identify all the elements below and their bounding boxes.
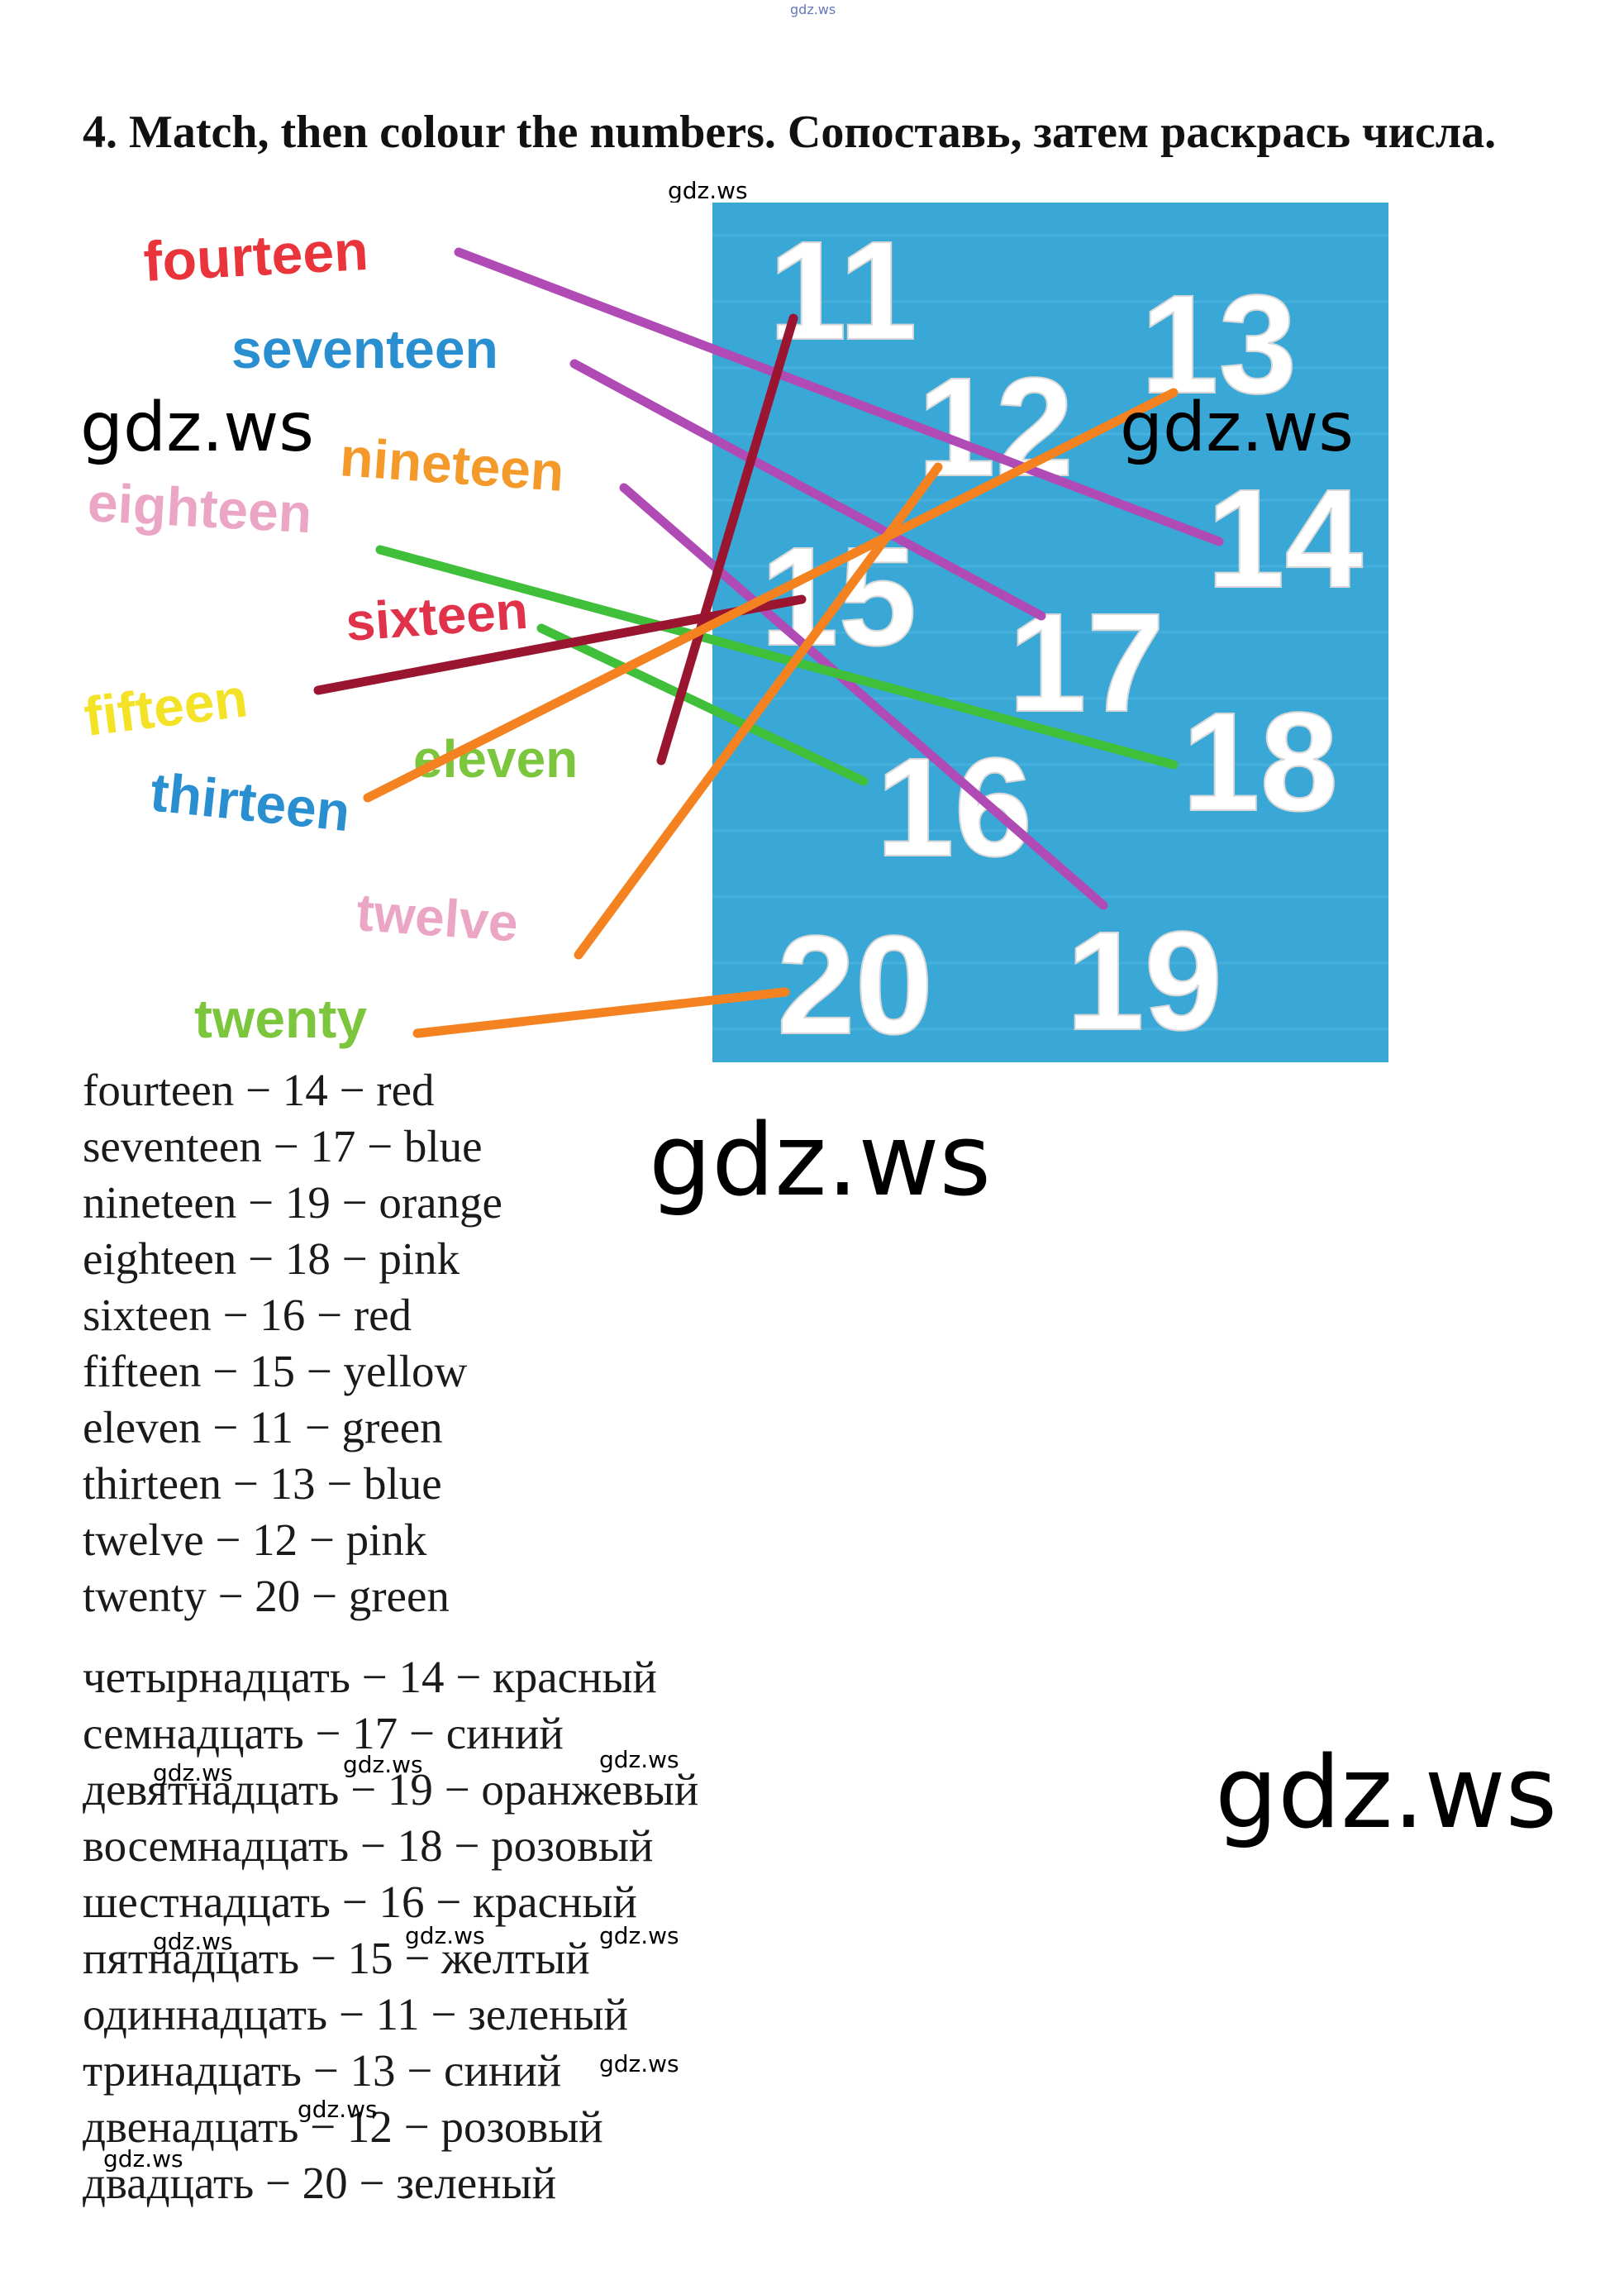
- watermark-small: gdz.ws: [599, 1746, 679, 1773]
- word-eighteen: eighteen: [86, 471, 313, 544]
- answers-english: fourteen − 14 − red seventeen − 17 − blu…: [83, 1062, 502, 1624]
- match-line-eighteen: [375, 545, 1179, 770]
- answer-row-ru: восемнадцать − 18 − розовый: [83, 1820, 654, 1871]
- watermark-right-mid: gdz.ws: [1120, 389, 1354, 467]
- number-20: 20: [777, 907, 933, 1062]
- match-line-seventeen: [569, 359, 1046, 621]
- watermark-small: gdz.ws: [599, 1922, 679, 1949]
- number-11: 11: [769, 212, 917, 370]
- answer-row-en: seventeen − 17 − blue: [83, 1121, 483, 1171]
- number-16: 16: [876, 729, 1032, 886]
- answer-row-en: thirteen − 13 − blue: [83, 1458, 442, 1509]
- match-line-fourteen: [454, 247, 1224, 546]
- answer-row-en: nineteen − 19 − orange: [83, 1177, 502, 1228]
- watermark-under-title: gdz.ws: [668, 177, 748, 204]
- answer-row-ru: девятнадцать − 19 − оранжевый: [83, 1764, 699, 1815]
- watermark-small: gdz.ws: [599, 2050, 679, 2077]
- word-twelve: twelve: [355, 882, 520, 952]
- answer-row-en: eighteen − 18 − pink: [83, 1233, 460, 1284]
- watermark-small: gdz.ws: [103, 2145, 183, 2173]
- answer-row-ru: семнадцать − 17 − синий: [83, 1708, 564, 1758]
- exercise-title: 4. Match, then colour the numbers. Сопос…: [83, 107, 1497, 158]
- match-line-sixteen: [536, 623, 869, 786]
- answer-row-en: fourteen − 14 − red: [83, 1065, 435, 1115]
- word-sixteen: sixteen: [344, 580, 530, 652]
- answer-row-ru: пятнадцать − 15 − желтый: [83, 1933, 590, 1983]
- answer-row-ru: тринадцать − 13 − синий: [83, 2045, 562, 2096]
- word-seventeen: seventeen: [231, 318, 498, 379]
- answer-row-ru: двадцать − 20 − зеленый: [83, 2158, 557, 2208]
- answer-row-ru: шестнадцать − 16 − красный: [83, 1877, 637, 1927]
- answers-russian: четырнадцать − 14 − красный семнадцать −…: [83, 1649, 698, 2211]
- answer-row-en: twelve − 12 − pink: [83, 1514, 427, 1565]
- watermark-small: gdz.ws: [405, 1922, 485, 1949]
- number-19: 19: [1066, 903, 1222, 1060]
- watermark-small: gdz.ws: [153, 1928, 233, 1955]
- answer-row-en: twenty − 20 − green: [83, 1571, 450, 1621]
- answer-row-en: eleven − 11 − green: [83, 1402, 443, 1452]
- answer-row-ru: одиннадцать − 11 − зеленый: [83, 1989, 628, 2039]
- answer-row-en: sixteen − 16 − red: [83, 1290, 412, 1340]
- watermark-small: gdz.ws: [343, 1751, 423, 1778]
- watermark-small: gdz.ws: [153, 1759, 233, 1786]
- word-fourteen: fourteen: [142, 219, 370, 293]
- match-line-twelve: [574, 462, 943, 960]
- answer-row-ru: четырнадцать − 14 − красный: [83, 1652, 657, 1702]
- matching-picture: fourteen seventeen nineteen eighteen six…: [83, 203, 1388, 1062]
- match-line-thirteen: [363, 388, 1179, 803]
- answer-row-ru: двенадцать − 12 − розовый: [83, 2101, 603, 2152]
- word-twenty: twenty: [194, 988, 367, 1049]
- answer-row-en: fifteen − 15 − yellow: [83, 1346, 468, 1396]
- match-line-fifteen: [313, 594, 807, 695]
- watermark-left-mid: gdz.ws: [80, 389, 314, 467]
- number-18: 18: [1182, 684, 1338, 841]
- watermark-small: gdz.ws: [298, 2096, 378, 2123]
- watermark-center: gdz.ws: [649, 1104, 992, 1219]
- watermark-top: gdz.ws: [790, 2, 836, 17]
- matching-picture-svg: fourteen seventeen nineteen eighteen six…: [83, 203, 1388, 1062]
- number-14: 14: [1207, 460, 1363, 618]
- match-line-twenty: [412, 987, 790, 1038]
- watermark-right-large: gdz.ws: [1215, 1736, 1558, 1851]
- match-line-nineteen: [619, 483, 1108, 910]
- match-line-eleven: [656, 313, 798, 766]
